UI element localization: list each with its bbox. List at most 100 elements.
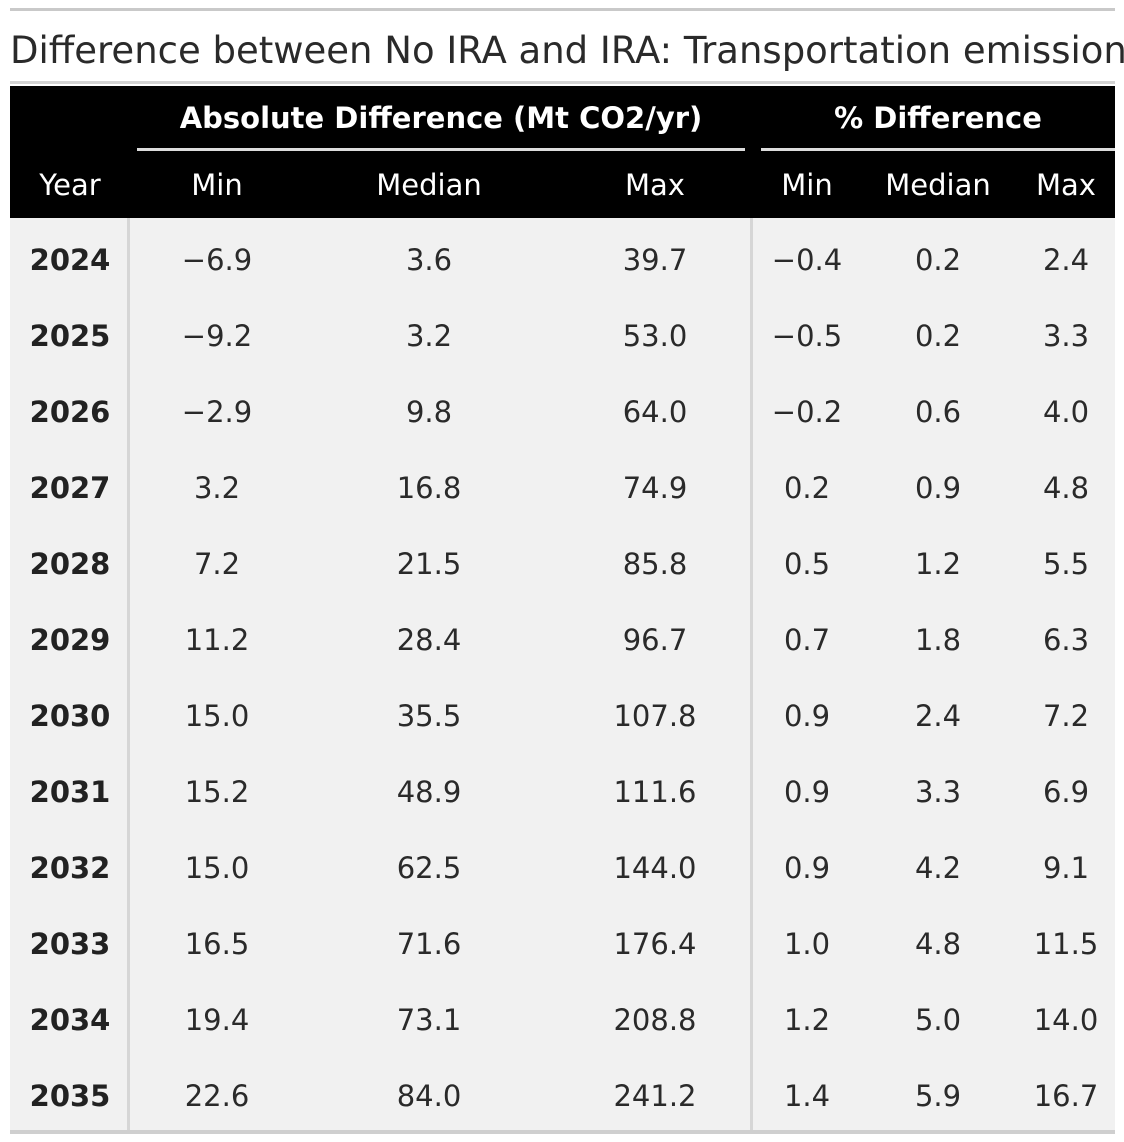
cell-year: 2026 (29, 395, 111, 429)
cell-year: 2031 (29, 775, 111, 809)
table-title: Difference between No IRA and IRA: Trans… (10, 29, 1124, 72)
cell-abs-min: 19.4 (184, 1003, 250, 1037)
cell-abs-median: 35.5 (396, 699, 462, 733)
cell-abs-median: 3.6 (405, 243, 453, 277)
cell-abs-median: 48.9 (396, 775, 462, 809)
cell-pct-max: 11.5 (1033, 927, 1099, 961)
cell-pct-max: 7.2 (1042, 699, 1090, 733)
cell-pct-max: 6.9 (1042, 775, 1090, 809)
cell-pct-min: 0.5 (783, 547, 831, 581)
cell-abs-min: 15.2 (184, 775, 250, 809)
cell-pct-median: 2.4 (914, 699, 962, 733)
table-row: 2033 16.5 71.6 176.4 1.0 4.8 11.5 (10, 906, 1115, 982)
cell-pct-median: 4.2 (914, 851, 962, 885)
column-header-abs-median: Median (376, 168, 482, 202)
cell-pct-median: 0.9 (914, 471, 962, 505)
cell-abs-median: 16.8 (396, 471, 462, 505)
spanner-absolute-rule (137, 148, 745, 151)
cell-pct-max: 4.8 (1042, 471, 1090, 505)
cell-pct-min: −0.4 (771, 243, 843, 277)
cell-abs-max: 111.6 (613, 775, 697, 809)
cell-abs-max: 85.8 (622, 547, 688, 581)
cell-pct-min: 0.9 (783, 699, 831, 733)
cell-year: 2030 (29, 699, 111, 733)
cell-pct-max: 4.0 (1042, 395, 1090, 429)
cell-pct-median: 1.2 (914, 547, 962, 581)
cell-abs-median: 3.2 (405, 319, 453, 353)
cell-pct-min: 1.2 (783, 1003, 831, 1037)
cell-year: 2032 (29, 851, 111, 885)
table-row: 2029 11.2 28.4 96.7 0.7 1.8 6.3 (10, 602, 1115, 678)
cell-abs-median: 71.6 (396, 927, 462, 961)
cell-year: 2029 (29, 623, 111, 657)
cell-pct-min: 1.4 (783, 1079, 831, 1113)
table-row: 2025 −9.2 3.2 53.0 −0.5 0.2 3.3 (10, 298, 1115, 374)
cell-abs-min: 11.2 (184, 623, 250, 657)
cell-year: 2025 (29, 319, 111, 353)
cell-abs-min: 15.0 (184, 699, 250, 733)
cell-abs-min: −6.9 (181, 243, 253, 277)
column-header-abs-max: Max (625, 168, 685, 202)
cell-pct-max: 9.1 (1042, 851, 1090, 885)
cell-abs-max: 96.7 (622, 623, 688, 657)
spanner-absolute-difference: Absolute Difference (Mt CO2/yr) (179, 101, 703, 135)
cell-abs-median: 9.8 (405, 395, 453, 429)
cell-pct-min: 1.0 (783, 927, 831, 961)
cell-pct-min: 0.9 (783, 775, 831, 809)
spanner-percent-difference: % Difference (834, 101, 1042, 135)
cell-abs-min: 7.2 (193, 547, 241, 581)
cell-pct-min: −0.5 (771, 319, 843, 353)
cell-abs-max: 53.0 (622, 319, 688, 353)
cell-pct-min: 0.2 (783, 471, 831, 505)
table-row: 2024 −6.9 3.6 39.7 −0.4 0.2 2.4 (10, 222, 1115, 298)
cell-abs-min: −2.9 (181, 395, 253, 429)
cell-year: 2028 (29, 547, 111, 581)
cell-year: 2035 (29, 1079, 111, 1113)
table-row: 2035 22.6 84.0 241.2 1.4 5.9 16.7 (10, 1058, 1115, 1134)
table-row: 2026 −2.9 9.8 64.0 −0.2 0.6 4.0 (10, 374, 1115, 450)
cell-abs-max: 176.4 (613, 927, 697, 961)
cell-abs-min: 15.0 (184, 851, 250, 885)
table-bottom-rule (10, 1130, 1115, 1134)
table-row: 2034 19.4 73.1 208.8 1.2 5.0 14.0 (10, 982, 1115, 1058)
column-header-pct-median: Median (885, 168, 991, 202)
cell-abs-median: 21.5 (396, 547, 462, 581)
title-rule (10, 81, 1115, 84)
cell-abs-max: 241.2 (613, 1079, 697, 1113)
table-top-rule (10, 8, 1115, 11)
table-header (10, 86, 1115, 218)
cell-year: 2027 (29, 471, 111, 505)
cell-pct-max: 5.5 (1042, 547, 1090, 581)
group-divider (750, 218, 753, 1134)
cell-abs-median: 62.5 (396, 851, 462, 885)
cell-abs-min: 16.5 (184, 927, 250, 961)
spanner-percent-rule (761, 148, 1115, 151)
cell-pct-median: 3.3 (914, 775, 962, 809)
column-header-pct-max: Max (1036, 168, 1096, 202)
cell-abs-median: 28.4 (396, 623, 462, 657)
cell-pct-median: 1.8 (914, 623, 962, 657)
cell-abs-min: 3.2 (193, 471, 241, 505)
table-row: 2030 15.0 35.5 107.8 0.9 2.4 7.2 (10, 678, 1115, 754)
cell-pct-max: 2.4 (1042, 243, 1090, 277)
cell-abs-max: 107.8 (613, 699, 697, 733)
cell-abs-median: 84.0 (396, 1079, 462, 1113)
column-header-pct-min: Min (781, 168, 833, 202)
cell-abs-max: 64.0 (622, 395, 688, 429)
stub-divider (127, 218, 130, 1134)
cell-pct-median: 5.0 (914, 1003, 962, 1037)
cell-abs-median: 73.1 (396, 1003, 462, 1037)
cell-abs-max: 39.7 (622, 243, 688, 277)
cell-abs-max: 208.8 (613, 1003, 697, 1037)
table-row: 2032 15.0 62.5 144.0 0.9 4.2 9.1 (10, 830, 1115, 906)
cell-pct-max: 3.3 (1042, 319, 1090, 353)
table-row: 2027 3.2 16.8 74.9 0.2 0.9 4.8 (10, 450, 1115, 526)
table-row: 2031 15.2 48.9 111.6 0.9 3.3 6.9 (10, 754, 1115, 830)
cell-year: 2034 (29, 1003, 111, 1037)
cell-pct-min: 0.9 (783, 851, 831, 885)
cell-pct-median: 0.6 (914, 395, 962, 429)
cell-pct-max: 16.7 (1033, 1079, 1099, 1113)
cell-pct-median: 0.2 (914, 319, 962, 353)
cell-pct-median: 5.9 (914, 1079, 962, 1113)
cell-year: 2024 (29, 243, 111, 277)
